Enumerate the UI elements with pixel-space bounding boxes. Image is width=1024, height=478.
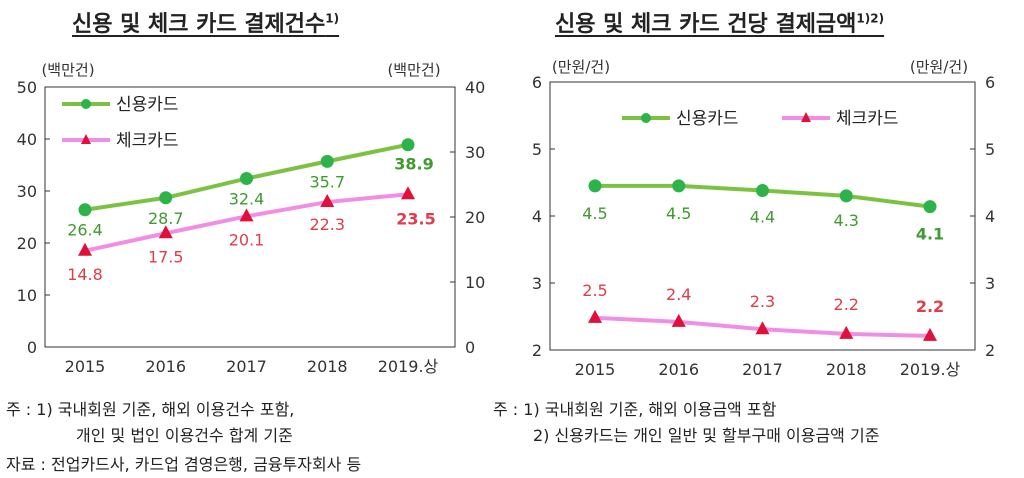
chart2-title-text: 신용 및 체크 카드 건당 결제금액 <box>555 12 857 37</box>
note-left-line2: 개인 및 법인 이용건수 합계 기준 <box>76 426 293 445</box>
chart2-right-tick-label: 6 <box>985 73 995 92</box>
chart1-series-1-data-label: 32.4 <box>229 190 265 209</box>
chart2-series-2-data-label: 2.3 <box>750 292 775 311</box>
chart1-title-text: 신용 및 체크 카드 결제건수 <box>72 12 326 37</box>
chart1-legend-2-marker <box>81 134 91 144</box>
chart1-x-tick-label: 2016 <box>145 357 186 376</box>
chart1-series-1-point <box>78 203 92 217</box>
chart1-right-tick-label: 0 <box>465 338 475 357</box>
chart2-left-tick-label: 2 <box>532 341 542 360</box>
chart1-series-2-point <box>401 186 415 200</box>
chart1-x-tick-label: 2018 <box>307 357 348 376</box>
chart1-series-1-point <box>320 154 334 168</box>
chart2-series-2-point <box>839 325 854 339</box>
chart1-series-2-data-label: 14.8 <box>67 265 103 284</box>
chart1-series-1-data-label: 28.7 <box>148 209 184 228</box>
chart1-series-2-data-label: 22.3 <box>309 215 345 234</box>
chart2-x-tick-label: 2017 <box>742 360 783 379</box>
note-right-line2: 2) 신용카드는 개인 일반 및 할부구매 이용금액 기준 <box>533 426 880 445</box>
chart1-legend-1-marker <box>81 99 91 109</box>
chart2-series-1-data-label: 4.3 <box>834 211 859 230</box>
chart2-legend-1-label: 신용카드 <box>676 109 739 129</box>
chart1-series-2-point <box>78 242 92 256</box>
chart1-series-1-point <box>159 191 173 205</box>
chart1-right-tick-label: 20 <box>465 208 485 227</box>
chart1-series-2-data-label: 17.5 <box>148 247 184 266</box>
chart1-legend-1-label: 신용카드 <box>116 95 179 115</box>
chart2-left-axis-unit: (만원/건) <box>552 58 610 76</box>
chart1-left-tick-label: 50 <box>17 78 37 97</box>
chart1-series-2-data-label: 20.1 <box>229 230 265 249</box>
chart2-left-tick-label: 4 <box>532 207 542 226</box>
chart1-left-tick-label: 40 <box>17 130 37 149</box>
chart1-series-1-point <box>240 172 253 186</box>
chart2-series-1-point <box>672 179 686 193</box>
chart2-series-1-point <box>923 200 937 214</box>
chart1-series-1-data-label: 35.7 <box>309 172 345 191</box>
chart2-right-tick-label: 3 <box>985 274 995 293</box>
chart2-right-tick-label: 2 <box>985 341 995 360</box>
chart1-series-1-point <box>401 138 415 152</box>
chart1-series-1-data-label: 26.4 <box>67 221 103 240</box>
chart1-left-tick-label: 0 <box>27 338 37 357</box>
chart2-series-2-data-label: 2.2 <box>916 297 944 316</box>
chart2-left-tick-label: 3 <box>532 274 542 293</box>
chart2-series-1-point <box>756 184 769 198</box>
chart1-x-tick-label: 2015 <box>65 357 106 376</box>
chart1-right-tick-label: 40 <box>465 78 485 97</box>
chart2-x-tick-label: 2019.상 <box>900 360 961 379</box>
chart1-left-tick-label: 30 <box>17 182 37 201</box>
chart1-x-tick-label: 2017 <box>226 357 267 376</box>
chart1-legend-2-label: 체크카드 <box>116 131 179 151</box>
chart2-series-2-data-label: 2.4 <box>666 285 691 304</box>
chart2-legend-2-label: 체크카드 <box>836 109 899 129</box>
chart2-series-1-data-label: 4.5 <box>666 204 691 223</box>
chart2-right-tick-label: 5 <box>985 140 995 159</box>
chart2-series-2-point <box>755 321 770 335</box>
chart1-series-2-point <box>158 225 173 239</box>
chart1-right-tick-label: 30 <box>465 143 485 162</box>
chart1-series-1-data-label: 38.9 <box>394 155 433 174</box>
chart2-series-2-data-label: 2.5 <box>582 281 607 300</box>
chart1-left-axis-unit: (백만건) <box>41 61 94 79</box>
chart2-title-footnote: 1)2) <box>856 11 885 26</box>
chart2-series-1-data-label: 4.5 <box>582 204 607 223</box>
chart1-title-footnote: 1) <box>325 11 340 26</box>
chart2-title: 신용 및 체크 카드 건당 결제금액1)2) <box>555 6 884 38</box>
chart1-series-2-point <box>320 194 335 208</box>
chart2-x-tick-label: 2018 <box>826 360 867 379</box>
chart2-right-tick-label: 4 <box>985 207 995 226</box>
chart1-right-tick-label: 10 <box>465 273 485 292</box>
source-note: 자료 : 전업카드사, 카드업 겸영은행, 금융투자회사 등 <box>6 455 362 474</box>
chart2-series-2-point <box>671 313 686 327</box>
chart2-series-2-point <box>923 327 937 341</box>
chart2-series-1-data-label: 4.1 <box>916 225 944 244</box>
note-left-line1: 주 : 1) 국내회원 기준, 해외 이용건수 포함, <box>6 400 295 419</box>
chart2-x-tick-label: 2015 <box>575 360 616 379</box>
chart1-left-tick-label: 10 <box>17 286 37 305</box>
chart2-legend-1-marker <box>641 113 651 123</box>
chart2-series-1-point <box>588 179 602 193</box>
chart2-series-1-point <box>839 189 853 203</box>
chart2-x-tick-label: 2016 <box>658 360 699 379</box>
chart1-x-tick-label: 2019.상 <box>378 357 439 376</box>
chart2-left-tick-label: 6 <box>532 73 542 92</box>
chart2-series-1-data-label: 4.4 <box>750 208 775 227</box>
chart2-right-axis-unit: (만원/건) <box>910 58 968 76</box>
chart1-series-2-point <box>239 208 254 222</box>
chart1-series-2-data-label: 23.5 <box>396 209 435 228</box>
note-right-line1: 주 : 1) 국내회원 기준, 해외 이용금액 포함 <box>493 400 777 419</box>
chart1-title: 신용 및 체크 카드 결제건수1) <box>72 6 339 38</box>
chart2-series-2-point <box>588 309 602 323</box>
chart2-left-tick-label: 5 <box>532 140 542 159</box>
chart2-series-2-data-label: 2.2 <box>834 295 859 314</box>
chart1-left-tick-label: 20 <box>17 234 37 253</box>
chart1-right-axis-unit: (백만건) <box>387 61 440 79</box>
chart2-legend-2-marker <box>801 112 811 122</box>
